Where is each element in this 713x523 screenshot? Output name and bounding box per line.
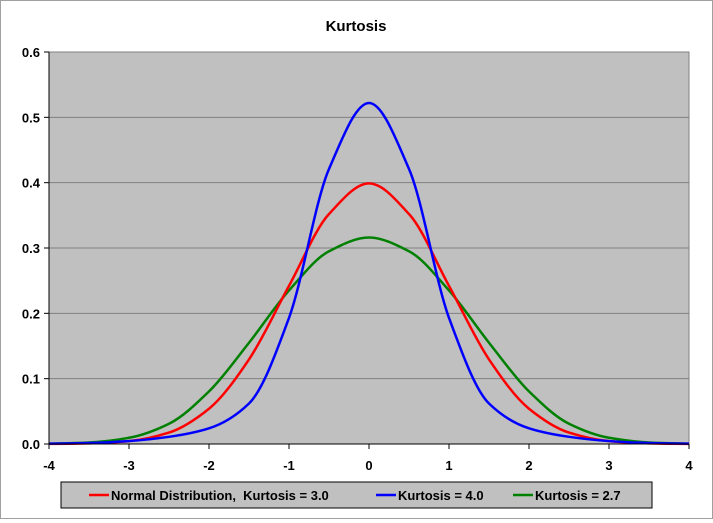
series-layer bbox=[48, 101, 690, 446]
axes: 0.0 0.1 0.2 0.3 0.4 0.5 0.6 -4 -3 -2 -1 0 1 2 3 4 bbox=[22, 45, 693, 473]
y-tick-label: 0.3 bbox=[22, 241, 40, 256]
gridlines bbox=[49, 116, 689, 380]
legend-box bbox=[60, 481, 653, 509]
x-tick-label: 1 bbox=[445, 458, 452, 473]
y-tick-label: 0.2 bbox=[22, 306, 40, 321]
y-tick-label: 0.6 bbox=[22, 45, 40, 60]
x-tick-label: 2 bbox=[525, 458, 532, 473]
y-tick-label: 0.5 bbox=[22, 110, 40, 125]
legend: Normal Distribution, Kurtosis = 3.0 Kurto… bbox=[60, 481, 653, 509]
x-tick-label: 3 bbox=[605, 458, 612, 473]
series-line-kurtosis-2-7 bbox=[48, 236, 690, 445]
y-tick-label: 0.1 bbox=[22, 372, 40, 387]
x-tick-label: -2 bbox=[203, 458, 215, 473]
x-tick-label: 0 bbox=[365, 458, 372, 473]
legend-label: Normal Distribution, Kurtosis = 3.0 bbox=[111, 488, 329, 503]
series-line-kurtosis-4-0 bbox=[48, 101, 690, 445]
legend-label: Kurtosis = 4.0 bbox=[398, 488, 484, 503]
y-tick-label: 0.4 bbox=[22, 176, 41, 191]
legend-label: Kurtosis = 2.7 bbox=[535, 488, 621, 503]
y-tick-label: 0.0 bbox=[22, 437, 40, 452]
chart-title: Kurtosis bbox=[326, 18, 387, 35]
x-tick-label: 4 bbox=[685, 458, 693, 473]
series-line-normal-distribution-kurtosis-3-0 bbox=[48, 182, 690, 446]
x-tick-label: -3 bbox=[123, 458, 135, 473]
x-tick-label: -1 bbox=[283, 458, 295, 473]
x-tick-label: -4 bbox=[43, 458, 55, 473]
